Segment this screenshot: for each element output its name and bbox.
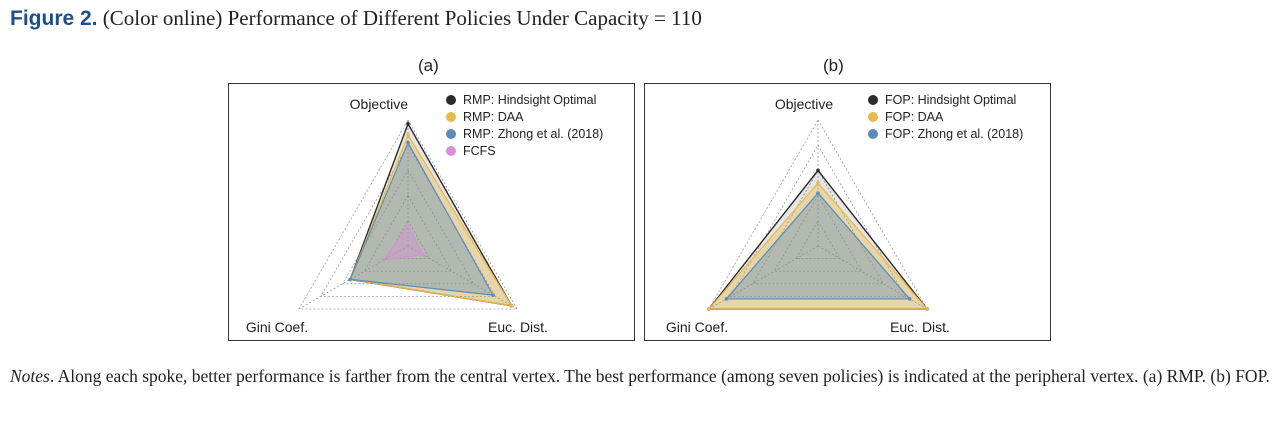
series-point-b-1-0	[816, 181, 820, 185]
grid-ring-b-2	[751, 169, 885, 285]
series-point-b-0-0	[816, 168, 820, 173]
grid-ring-a-0	[385, 220, 431, 260]
series-point-b-2-0	[816, 191, 820, 195]
axis-label-a-1: Euc. Dist.	[488, 319, 548, 335]
grid-ring-a-2	[341, 169, 475, 285]
figure-caption: Figure 2. (Color online) Performance of …	[10, 6, 702, 31]
series-point-a-1-1	[509, 304, 514, 308]
figure-label: Figure 2.	[10, 7, 98, 30]
notes-label: Notes	[10, 366, 50, 386]
series-point-a-3-0	[406, 224, 410, 228]
radar-chart-a-svg: Objective Euc. Dist. Gini Coef. RMP: Hindsi…	[246, 93, 603, 335]
axis-label-b-1: Euc. Dist.	[890, 319, 950, 335]
series-point-b-1-2	[707, 307, 711, 311]
legend-label-b-0: FOP: Hindsight Optimal	[885, 93, 1016, 107]
legend-label-a-2: RMP: Zhong et al. (2018)	[463, 127, 603, 141]
figure-caption-text: (Color online) Performance of Different …	[102, 6, 702, 30]
axis-label-b-2: Gini Coef.	[666, 319, 728, 335]
legend-marker-b-1	[868, 112, 878, 122]
series-area-b-1	[707, 182, 929, 310]
panel-b-label: (b)	[823, 56, 844, 75]
legend-label-b-1: FOP: DAA	[885, 110, 944, 124]
legend-marker-a-0	[446, 95, 456, 105]
legend-marker-b-2	[868, 129, 878, 139]
series-area-a-3	[382, 224, 425, 261]
axis-label-a-0: Objective	[350, 96, 409, 112]
spoke-a-1	[407, 245, 518, 310]
axis-label-b-0: Objective	[775, 96, 834, 112]
series-point-a-3-1	[421, 253, 426, 257]
figure-notes: Notes. Along each spoke, better performa…	[10, 366, 1272, 387]
legend-marker-a-2	[446, 129, 456, 139]
series-point-a-1-0	[406, 133, 410, 137]
series-area-a-1	[349, 133, 513, 307]
panel-a-label: (a)	[418, 56, 439, 75]
legend-marker-a-3	[446, 146, 456, 156]
notes-text: . Along each spoke, better performance i…	[49, 366, 1270, 386]
series-point-a-2-0	[406, 140, 410, 145]
series-point-a-2-2	[348, 277, 352, 282]
grid-ring-b-3	[730, 144, 906, 297]
legend-marker-b-0	[868, 95, 878, 105]
radar-chart-b: Objective Euc. Dist. Gini Coef. FOP: Hindsi…	[644, 83, 1051, 341]
grid-ring-a-3	[320, 144, 496, 297]
grid-ring-a-4	[298, 119, 518, 310]
legend-marker-a-1	[446, 112, 456, 122]
legend-label-a-0: RMP: Hindsight Optimal	[463, 93, 596, 107]
series-point-a-0-0	[406, 121, 410, 126]
series-point-a-2-1	[491, 293, 495, 297]
radar-chart-a: Objective Euc. Dist. Gini Coef. RMP: Hindsi…	[228, 83, 635, 341]
series-point-a-3-2	[382, 258, 386, 262]
series-point-b-2-2	[724, 297, 729, 301]
legend-label-a-3: FCFS	[463, 144, 496, 158]
radar-chart-b-svg: Objective Euc. Dist. Gini Coef. FOP: Hindsi…	[666, 93, 1023, 335]
grid-ring-b-4	[708, 119, 928, 310]
legend-label-a-1: RMP: DAA	[463, 110, 524, 124]
series-point-b-1-1	[925, 307, 929, 311]
spoke-a-2	[298, 245, 409, 310]
series-area-b-2	[725, 192, 911, 300]
series-point-b-2-1	[907, 297, 912, 301]
axis-label-a-2: Gini Coef.	[246, 319, 308, 335]
legend-label-b-2: FOP: Zhong et al. (2018)	[885, 127, 1023, 141]
grid-ring-b-0	[795, 220, 841, 260]
